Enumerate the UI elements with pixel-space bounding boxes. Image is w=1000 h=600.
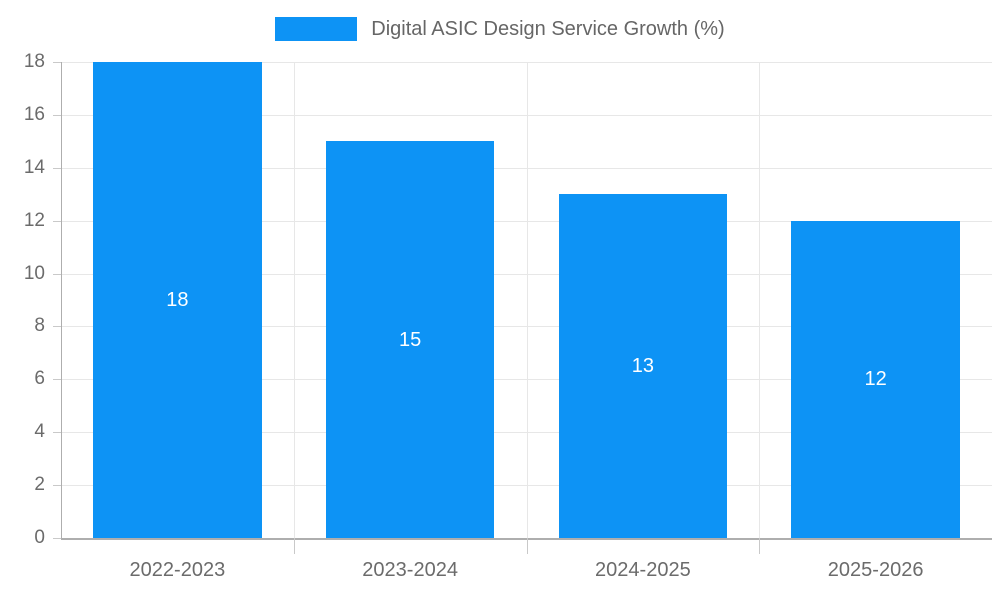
y-axis-tick-mark <box>53 273 61 275</box>
category-separator <box>293 62 295 538</box>
y-axis-tick-mark <box>53 538 61 539</box>
bar-value-label: 12 <box>864 368 887 391</box>
y-axis-tick-mark <box>53 220 61 222</box>
bar[interactable] <box>558 194 728 538</box>
legend-color-swatch-icon <box>275 17 358 41</box>
y-axis-tick-label: 14 <box>23 156 45 178</box>
y-axis-tick-label: 10 <box>23 262 45 284</box>
bar[interactable] <box>93 62 262 538</box>
chart-legend: Digital ASIC Design Service Growth (%) <box>0 0 1000 58</box>
y-axis-tick-mark <box>53 62 61 63</box>
y-axis-tick-label: 2 <box>34 474 45 496</box>
y-axis-tick-label: 4 <box>34 421 45 443</box>
y-axis-tick-mark <box>53 326 61 328</box>
category-separator <box>526 62 528 538</box>
x-axis-tick-label: 2023-2024 <box>362 559 458 581</box>
y-axis-tick-label: 0 <box>34 527 45 548</box>
x-axis-tick-label: 2025-2026 <box>827 559 924 581</box>
y-axis-tick-label: 18 <box>23 51 45 72</box>
x-axis-tick-label: 2024-2025 <box>595 559 691 581</box>
x-axis-tick-mark <box>759 538 761 554</box>
y-axis-tick-mark <box>53 114 61 116</box>
x-axis-tick-mark <box>293 538 295 554</box>
x-axis-tick-mark <box>526 538 528 554</box>
y-axis-tick-mark <box>53 432 61 434</box>
y-axis-tick-mark <box>53 167 61 169</box>
y-axis-tick-label: 8 <box>34 315 45 337</box>
bar[interactable] <box>325 141 495 538</box>
x-axis-tick-label: 2022-2023 <box>129 559 226 581</box>
y-axis-tick-mark <box>53 379 61 381</box>
y-axis-tick-label: 12 <box>23 209 45 231</box>
bar-value-label: 13 <box>631 355 654 378</box>
legend-label: Digital ASIC Design Service Growth (%) <box>371 18 725 40</box>
y-axis-tick-label: 6 <box>34 368 45 390</box>
y-axis-tick-mark <box>53 485 61 487</box>
bar[interactable] <box>791 220 960 538</box>
category-separators <box>61 62 992 538</box>
bars-layer: 18 15 13 12 <box>61 62 992 538</box>
category-separator <box>759 62 761 538</box>
y-axis-line <box>61 62 62 539</box>
legend-item-digital-asic-design-service-growth[interactable]: Digital ASIC Design Service Growth (%) <box>275 17 725 41</box>
bar-value-label: 18 <box>166 289 189 311</box>
plot-area: 18 15 13 12 <box>61 62 992 539</box>
y-axis-tick-label: 16 <box>23 103 45 125</box>
bar-value-label: 15 <box>398 328 422 351</box>
